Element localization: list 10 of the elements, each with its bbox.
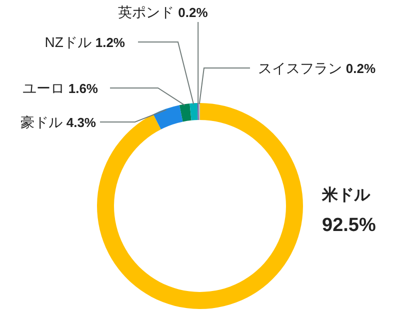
data-label: 4.3% [66, 115, 96, 130]
data-label: 1.6% [68, 81, 98, 96]
slice-label: ユーロ [22, 80, 68, 96]
slice-label: スイスフラン [258, 60, 346, 76]
slice-label: 豪ドル [20, 114, 66, 130]
slice-label: 英ポンド [118, 4, 178, 20]
data-label: 0.2% [178, 5, 208, 20]
data-label: 0.2% [346, 61, 376, 76]
data-label: 1.2% [95, 35, 126, 50]
slice-label: NZドル [44, 34, 96, 50]
